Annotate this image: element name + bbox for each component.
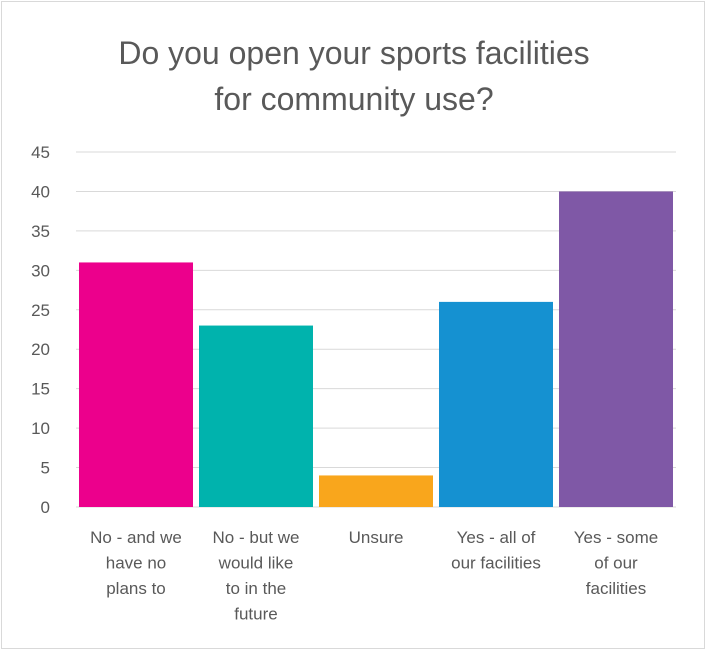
x-category-label: No - but we would like to in the future [213,528,300,624]
y-axis-tick-labels: 0 5 10 15 20 25 30 35 40 45 [31,143,50,517]
y-tick-label: 35 [31,222,50,241]
x-category-label: Yes - all of our facilities [451,528,541,573]
x-category-label-line: Yes - all of [457,528,536,547]
bar [439,301,553,507]
x-category-label-line: facilities [586,579,646,598]
x-category-label: Unsure [349,528,404,547]
y-tick-label: 10 [31,419,50,438]
chart-title: Do you open your sports facilities for c… [0,30,708,122]
y-tick-label: 15 [31,380,50,399]
x-category-label-line: of our [594,554,638,573]
x-category-label-line: plans to [106,579,166,598]
x-category-label-line: Unsure [349,528,404,547]
y-tick-label: 5 [41,459,50,478]
x-category-label-line: No - but we [213,528,300,547]
y-tick-label: 40 [31,182,50,201]
bar [79,262,193,507]
x-category-label-line: future [234,605,277,624]
chart-title-line-2: for community use? [214,81,494,117]
bar [319,475,433,507]
x-category-label: No - and we have no plans to [90,528,182,598]
chart-title-line-1: Do you open your sports facilities [118,35,590,71]
bar [559,191,673,507]
y-tick-label: 0 [41,498,50,517]
y-tick-label: 25 [31,301,50,320]
bars [79,191,673,507]
x-category-label: Yes - some of our facilities [574,528,658,598]
bar [199,325,313,507]
x-category-label-line: would like [218,554,294,573]
x-category-label-line: No - and we [90,528,182,547]
x-axis-category-labels: No - and we have no plans to No - but we wou… [90,528,658,624]
x-category-label-line: to in the [226,579,287,598]
x-category-label-line: our facilities [451,554,541,573]
y-tick-label: 45 [31,143,50,162]
y-tick-label: 30 [31,261,50,280]
x-category-label-line: have no [106,554,167,573]
y-tick-label: 20 [31,340,50,359]
x-category-label-line: Yes - some [574,528,658,547]
